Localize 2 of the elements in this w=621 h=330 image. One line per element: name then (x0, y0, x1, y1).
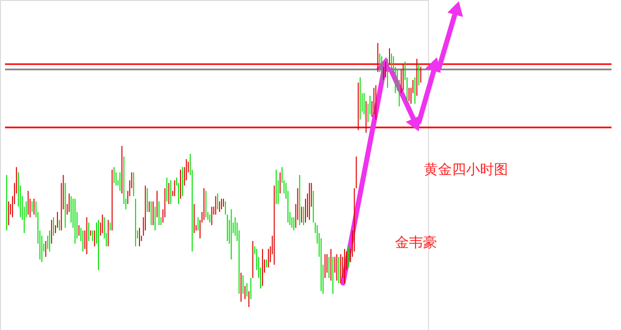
annotation: 金韦豪 (395, 235, 437, 251)
text: 黄金四小时图 (424, 162, 508, 178)
